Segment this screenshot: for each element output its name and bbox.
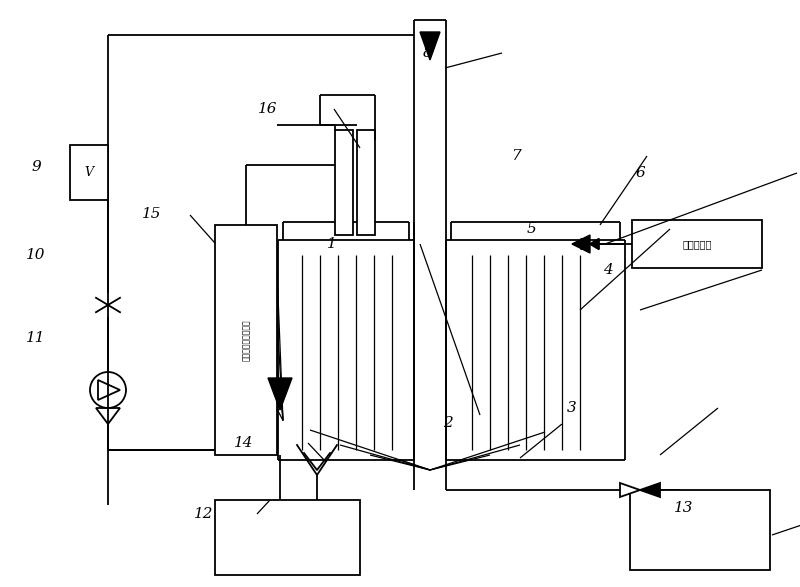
Text: 初始料与晶种混合液: 初始料与晶种混合液 xyxy=(242,319,250,361)
Text: 3: 3 xyxy=(567,401,577,415)
Polygon shape xyxy=(640,483,660,497)
Text: 5: 5 xyxy=(527,222,537,236)
Text: 14: 14 xyxy=(234,436,254,450)
Bar xyxy=(630,490,770,570)
Polygon shape xyxy=(572,235,590,253)
Text: 13: 13 xyxy=(674,501,694,515)
Bar xyxy=(215,225,277,455)
Polygon shape xyxy=(620,483,640,497)
Text: 2: 2 xyxy=(443,416,453,430)
Text: 凶化剂溶液: 凶化剂溶液 xyxy=(682,239,712,249)
Text: 10: 10 xyxy=(26,248,46,262)
Bar xyxy=(335,130,353,235)
Text: 15: 15 xyxy=(142,207,162,221)
Text: 6: 6 xyxy=(635,166,645,180)
Text: 11: 11 xyxy=(26,330,46,345)
Polygon shape xyxy=(581,238,590,249)
Text: 1: 1 xyxy=(327,237,337,251)
Polygon shape xyxy=(268,378,292,410)
Text: V: V xyxy=(85,166,94,179)
Bar xyxy=(70,145,108,200)
Text: 16: 16 xyxy=(258,102,278,116)
Bar xyxy=(357,130,375,235)
Bar xyxy=(632,220,762,268)
Text: 9: 9 xyxy=(31,160,41,174)
Text: 8: 8 xyxy=(423,46,433,60)
Text: 7: 7 xyxy=(511,149,521,163)
Text: 4: 4 xyxy=(603,263,613,277)
Text: 12: 12 xyxy=(194,507,214,521)
Polygon shape xyxy=(590,238,599,249)
Polygon shape xyxy=(420,32,440,60)
Bar xyxy=(215,500,360,575)
